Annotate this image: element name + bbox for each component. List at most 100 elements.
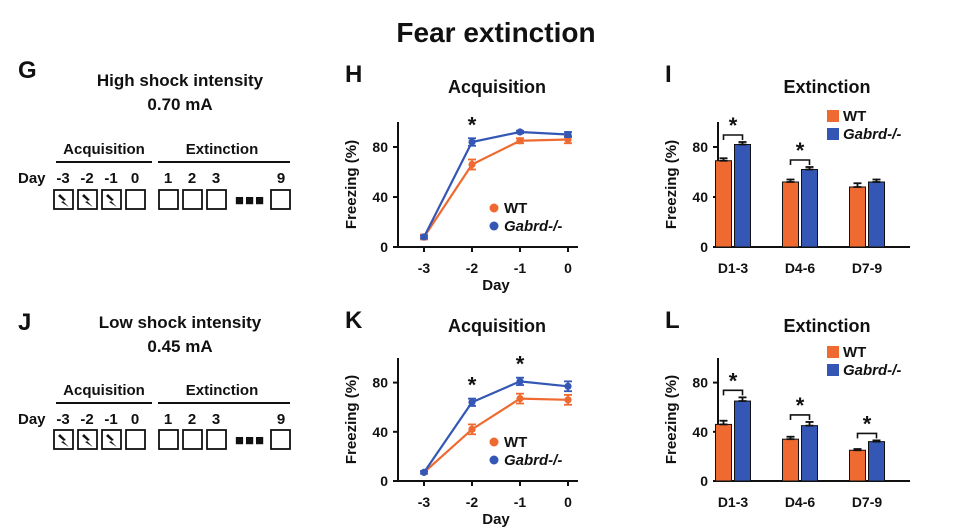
y-tick-label: 40 [692,424,708,440]
legend-marker [827,346,839,358]
protocol-panels: G High shock intensity 0.70 mA Acquisition E… [18,57,291,450]
lightning-bolt-icon [58,434,69,447]
significance-star: * [468,112,477,137]
legend-label: WT [504,434,527,451]
day-number: -2 [80,411,93,428]
day-word: Day [18,170,46,187]
day-box [206,429,227,450]
data-point [516,137,524,145]
chart-panel-L: L Extinction 0 40 80 Freezing (%) D1-3 * D4-6 * D7… [663,307,910,510]
panel-letter: G [18,57,37,84]
y-axis-label: Freezing (%) [663,140,680,229]
day-box [206,189,227,210]
legend-marker [489,455,499,465]
protocol-panel-J: J Low shock intensity 0.45 mA Acquisition Ex… [18,309,291,450]
x-tick-label: 0 [564,494,572,510]
bar [782,181,799,248]
bar [734,144,751,248]
phase-extinction-label: Extinction [186,382,259,399]
data-point [564,130,572,139]
day-number: 3 [212,170,220,187]
y-tick-label: 40 [372,424,388,440]
data-point [516,394,524,403]
significance-bracket [856,432,878,439]
chart-title: Extinction [783,316,870,336]
legend-marker [489,203,499,213]
legend-label: Gabrd-/- [843,126,901,143]
bar [868,441,885,482]
legend-marker [489,221,499,231]
data-point [468,425,476,433]
x-tick-label: D7-9 [852,260,883,276]
chart-title: Acquisition [448,77,546,97]
data-point [468,138,476,146]
legend-marker [827,364,839,376]
y-tick-label: 40 [692,189,708,205]
x-tick-label: -1 [514,494,527,510]
x-axis-label: Day [482,511,510,528]
significance-star: * [863,411,872,436]
y-axis-label: Freezing (%) [343,140,360,229]
phase-acquisition-label: Acquisition [63,382,145,399]
bar [734,400,751,482]
day-number: 9 [277,170,285,187]
shock-intensity: 0.45 mA [147,337,212,356]
significance-star: * [796,138,805,163]
bar [715,160,732,248]
day-box [125,189,146,210]
phase-acquisition-label: Acquisition [63,141,145,158]
bar [849,449,866,482]
chart-title: Acquisition [448,316,546,336]
lightning-bolt-icon [82,194,93,207]
data-point [468,398,476,406]
protocol-title: Low shock intensity [99,313,262,332]
day-number: 3 [212,411,220,428]
legend-label: WT [843,108,866,125]
series-line [423,397,569,474]
phase-extinction-label: Extinction [186,141,259,158]
significance-bracket [789,159,811,165]
panel-letter: H [345,61,362,88]
chart-panel-K: K Acquisition 0 40 80 Freezing (%) -3 -2 -1 0 Day *… [343,307,578,528]
day-box [182,189,203,210]
significance-bracket [789,414,811,420]
day-number: 0 [131,170,139,187]
chart-panels: H Acquisition 0 40 80 Freezing (%) -3 -2 -1 0 Day *… [343,61,910,528]
x-tick-label: 0 [564,260,572,276]
significance-star: * [468,373,477,398]
bar [801,425,818,482]
day-number: 0 [131,411,139,428]
y-tick-label: 80 [692,139,708,155]
day-number: 1 [164,170,172,187]
x-tick-label: D4-6 [785,260,816,276]
day-number: 1 [164,411,172,428]
legend-label: WT [843,344,866,361]
bar [849,186,866,248]
significance-star: * [796,393,805,418]
legend-marker [489,437,499,447]
lightning-bolt-icon [58,194,69,207]
y-axis-label: Freezing (%) [343,375,360,464]
x-axis-label: Day [482,277,510,294]
chart-panel-I: I Extinction 0 40 80 Freezing (%) D1-3 * D4-6 * D7… [663,61,910,276]
day-word: Day [18,411,46,428]
data-point [468,160,476,169]
day-box [125,429,146,450]
y-axis-label: Freezing (%) [663,375,680,464]
bar [868,181,885,248]
day-number: -3 [56,170,69,187]
panel-letter: L [665,307,680,334]
significance-bracket [722,389,744,396]
legend-label: Gabrd-/- [843,362,901,379]
lightning-bolt-icon [106,194,117,207]
significance-star: * [729,368,738,393]
day-number: -1 [104,411,117,428]
x-tick-label: D1-3 [718,260,749,276]
y-tick-label: 80 [692,375,708,391]
x-tick-label: -3 [418,494,431,510]
y-tick-label: 80 [372,139,388,155]
legend-label: WT [504,200,527,217]
ellipsis-marker: ■■■ [235,192,265,209]
lightning-bolt-icon [82,434,93,447]
legend-label: Gabrd-/- [504,218,562,235]
